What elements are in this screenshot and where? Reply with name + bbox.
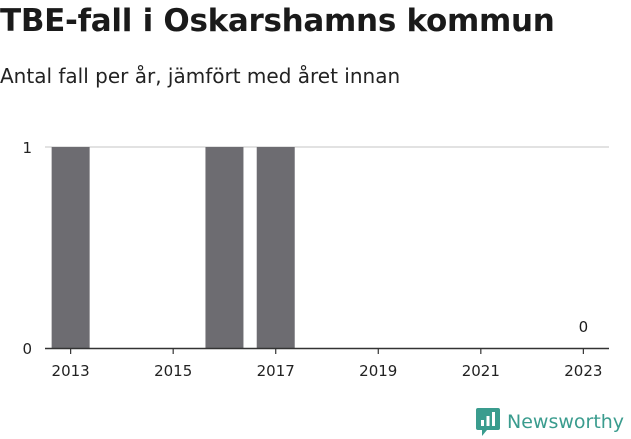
y-tick-label: 1 xyxy=(22,139,32,157)
newsworthy-brand: Newsworthy xyxy=(475,406,624,438)
chart-title: TBE-fall i Oskarshamns kommun xyxy=(0,3,555,39)
x-tick-label: 2019 xyxy=(359,362,397,380)
newsworthy-logo-icon xyxy=(476,408,500,436)
y-axis-labels: 01 xyxy=(22,139,32,358)
bar xyxy=(205,147,244,348)
bar xyxy=(51,147,90,348)
x-tick-label: 2017 xyxy=(257,362,295,380)
chart-subtitle: Antal fall per år, jämfört med året inna… xyxy=(0,64,401,88)
bar xyxy=(256,147,295,348)
x-tick-label: 2015 xyxy=(154,362,192,380)
x-tick-label: 2023 xyxy=(564,362,602,380)
data-label: 0 xyxy=(579,318,589,336)
brand-name: Newsworthy xyxy=(507,411,625,433)
bars xyxy=(51,147,295,348)
y-tick-label: 0 xyxy=(22,340,32,358)
data-labels: 0 xyxy=(579,318,589,336)
x-tick-label: 2013 xyxy=(52,362,90,380)
bar-chart: 2013 2015 2017 2019 2021 2023 01 0 xyxy=(22,139,609,380)
x-axis: 2013 2015 2017 2019 2021 2023 xyxy=(45,347,609,380)
x-tick-label: 2021 xyxy=(462,362,500,380)
